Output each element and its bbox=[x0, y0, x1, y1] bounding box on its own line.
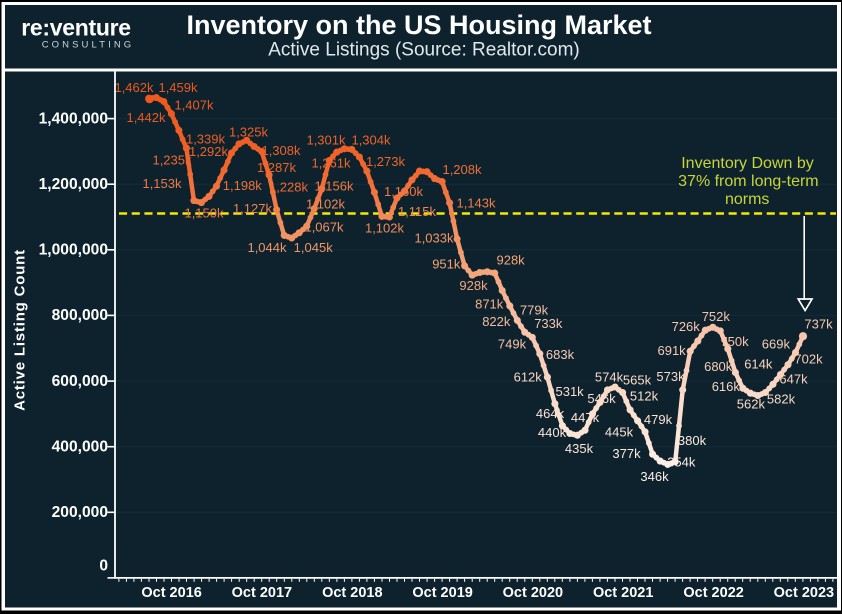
svg-text:1,301k: 1,301k bbox=[306, 133, 346, 148]
svg-text:479k: 479k bbox=[644, 412, 673, 427]
svg-text:377k: 377k bbox=[612, 446, 641, 461]
svg-text:612k: 612k bbox=[514, 369, 543, 384]
svg-text:Inventory on the US Housing Ma: Inventory on the US Housing Market bbox=[186, 10, 651, 40]
svg-text:1,045k: 1,045k bbox=[294, 240, 334, 255]
svg-text:726k: 726k bbox=[672, 319, 701, 334]
svg-text:574k: 574k bbox=[595, 370, 624, 385]
svg-text:1,339k: 1,339k bbox=[186, 132, 226, 147]
svg-text:Oct 2016: Oct 2016 bbox=[141, 585, 201, 601]
svg-text:Active Listing Count: Active Listing Count bbox=[12, 249, 29, 411]
svg-text:1,407k: 1,407k bbox=[174, 98, 214, 113]
svg-text:1,115k: 1,115k bbox=[398, 204, 437, 219]
svg-text:822k: 822k bbox=[482, 314, 511, 329]
svg-text:1,153k: 1,153k bbox=[142, 176, 182, 191]
svg-text:616k: 616k bbox=[712, 379, 741, 394]
svg-text:573k: 573k bbox=[656, 369, 685, 384]
svg-text:1,000,000: 1,000,000 bbox=[39, 242, 109, 259]
svg-text:1,462k: 1,462k bbox=[114, 80, 154, 95]
svg-text:1,044k: 1,044k bbox=[247, 240, 287, 255]
svg-text:779k: 779k bbox=[520, 303, 549, 318]
svg-text:1,200,000: 1,200,000 bbox=[39, 176, 109, 193]
svg-text:Oct 2021: Oct 2021 bbox=[593, 585, 653, 601]
svg-text:Active Listings (Source: Realt: Active Listings (Source: Realtor.com) bbox=[268, 40, 580, 61]
svg-text:647k: 647k bbox=[779, 372, 808, 387]
svg-text:669k: 669k bbox=[762, 337, 791, 352]
svg-text:683k: 683k bbox=[546, 347, 575, 362]
svg-text:200,000: 200,000 bbox=[52, 504, 109, 521]
svg-text:Inventory Down by: Inventory Down by bbox=[681, 155, 814, 172]
svg-text:1,292k: 1,292k bbox=[189, 144, 229, 159]
svg-text:1,228k: 1,228k bbox=[269, 180, 309, 195]
svg-text:928k: 928k bbox=[496, 253, 525, 268]
svg-text:1,067k: 1,067k bbox=[304, 220, 344, 235]
svg-text:norms: norms bbox=[725, 191, 769, 208]
svg-text:951k: 951k bbox=[432, 257, 461, 272]
svg-text:733k: 733k bbox=[534, 316, 563, 331]
svg-text:691k: 691k bbox=[657, 343, 686, 358]
svg-text:1,325k: 1,325k bbox=[229, 125, 269, 140]
svg-text:1,127k: 1,127k bbox=[233, 201, 273, 216]
svg-text:1,033k: 1,033k bbox=[414, 231, 454, 246]
svg-text:1,198k: 1,198k bbox=[223, 178, 263, 193]
svg-text:531k: 531k bbox=[555, 384, 584, 399]
svg-text:800,000: 800,000 bbox=[52, 307, 109, 324]
svg-text:565k: 565k bbox=[623, 373, 652, 388]
svg-text:680k: 680k bbox=[704, 359, 733, 374]
svg-text:Oct 2019: Oct 2019 bbox=[412, 585, 472, 601]
svg-text:1,304k: 1,304k bbox=[351, 133, 391, 148]
svg-text:380k: 380k bbox=[678, 433, 707, 448]
svg-text:582k: 582k bbox=[767, 392, 796, 407]
svg-text:1,459k: 1,459k bbox=[158, 80, 198, 95]
svg-text:614k: 614k bbox=[744, 357, 773, 372]
svg-text:1,208k: 1,208k bbox=[442, 162, 482, 177]
svg-text:1,235k: 1,235k bbox=[152, 153, 192, 168]
svg-text:1,400,000: 1,400,000 bbox=[39, 110, 109, 127]
svg-text:1,143k: 1,143k bbox=[456, 196, 496, 211]
svg-text:re:venture: re:venture bbox=[21, 15, 131, 41]
svg-text:0: 0 bbox=[99, 558, 108, 575]
svg-text:749k: 749k bbox=[498, 337, 527, 352]
svg-text:CONSULTING: CONSULTING bbox=[42, 40, 135, 51]
svg-text:752k: 752k bbox=[702, 309, 731, 324]
svg-text:346k: 346k bbox=[640, 469, 669, 484]
svg-text:512k: 512k bbox=[630, 389, 659, 404]
svg-text:871k: 871k bbox=[475, 297, 504, 312]
svg-text:737k: 737k bbox=[804, 317, 833, 332]
svg-text:1,442k: 1,442k bbox=[126, 110, 166, 125]
svg-text:Oct 2018: Oct 2018 bbox=[322, 585, 382, 601]
svg-text:Oct 2017: Oct 2017 bbox=[232, 585, 292, 601]
svg-text:562k: 562k bbox=[737, 397, 766, 412]
svg-text:928k: 928k bbox=[459, 278, 488, 293]
svg-text:435k: 435k bbox=[565, 441, 594, 456]
svg-text:600,000: 600,000 bbox=[52, 373, 109, 390]
svg-text:Oct 2023: Oct 2023 bbox=[774, 585, 834, 601]
svg-text:Oct 2022: Oct 2022 bbox=[683, 585, 743, 601]
svg-text:1,273k: 1,273k bbox=[366, 154, 406, 169]
svg-text:1,102k: 1,102k bbox=[365, 220, 405, 235]
svg-text:702k: 702k bbox=[794, 352, 823, 367]
svg-text:400,000: 400,000 bbox=[52, 439, 109, 456]
svg-text:1,308k: 1,308k bbox=[261, 143, 301, 158]
svg-text:440k: 440k bbox=[538, 425, 567, 440]
svg-text:1,150k: 1,150k bbox=[184, 206, 224, 221]
svg-text:445k: 445k bbox=[605, 424, 634, 439]
svg-text:Oct 2020: Oct 2020 bbox=[503, 585, 563, 601]
svg-text:37% from long-term: 37% from long-term bbox=[678, 173, 819, 190]
